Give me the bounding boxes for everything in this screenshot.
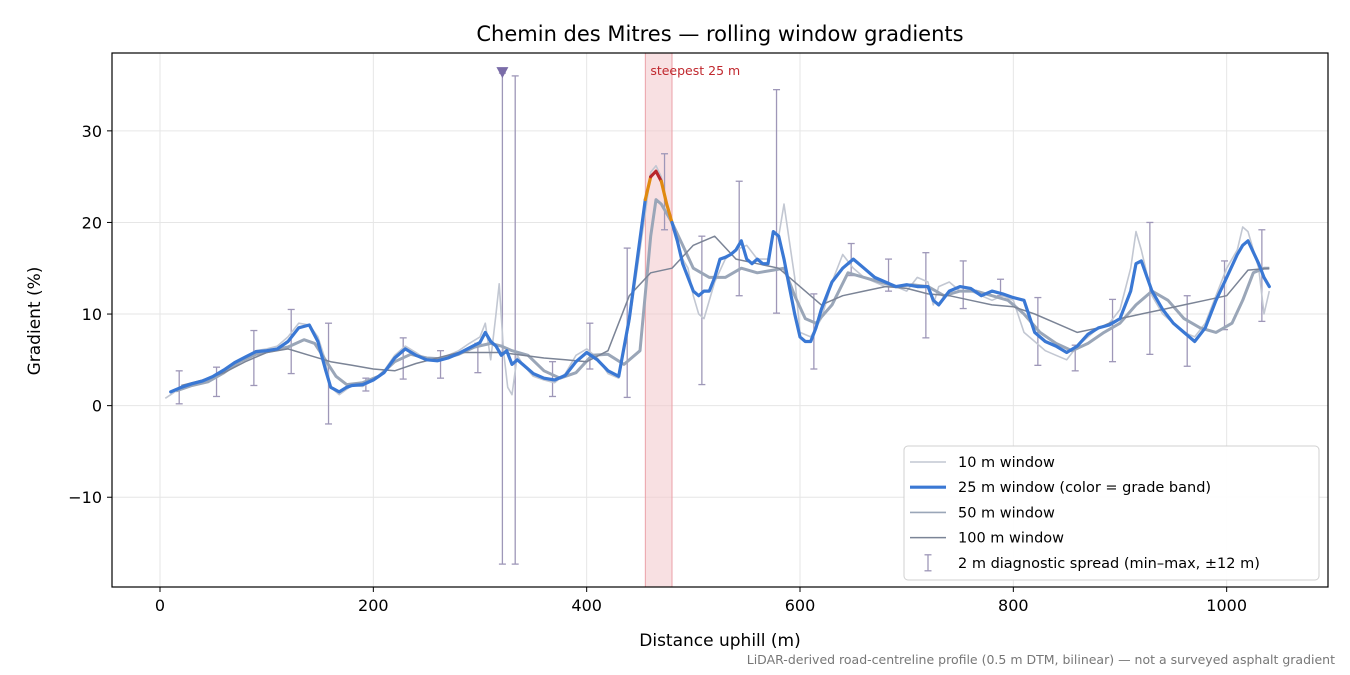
legend-label: 25 m window (color = grade band) [958, 480, 1211, 496]
y-tick-label: 20 [82, 213, 102, 232]
series-line-100m [181, 235, 1270, 387]
x-tick-label: 1000 [1206, 596, 1247, 615]
x-axis-title: Distance uphill (m) [639, 631, 800, 651]
x-tick-label: 600 [785, 596, 816, 615]
y-tick-label: 30 [82, 122, 102, 141]
x-tick-label: 0 [155, 596, 165, 615]
x-tick-label: 400 [571, 596, 602, 615]
series-line-25m-segment [659, 179, 674, 225]
y-tick-label: 0 [92, 397, 102, 416]
series-lines [164, 164, 1271, 399]
series-line-10m [164, 164, 1271, 399]
series-line-25m-segment [643, 175, 653, 202]
x-tick-label: 200 [358, 596, 389, 615]
peak-marker-icon [496, 67, 509, 79]
y-tick-label: −10 [68, 488, 102, 507]
y-axis-title: Gradient (%) [25, 267, 45, 376]
series-line-25m-segment [670, 220, 1271, 355]
legend-label: 10 m window [958, 455, 1055, 471]
chart-title: Chemin des Mitres — rolling window gradi… [476, 22, 963, 46]
series-line-50m [175, 198, 1270, 393]
legend-label: 50 m window [958, 505, 1055, 521]
legend-label: 100 m window [958, 531, 1064, 547]
steepest-window-band [644, 52, 673, 588]
y-tick-label: 10 [82, 305, 102, 324]
plot-frame [111, 52, 1329, 588]
x-tick-label: 800 [998, 596, 1029, 615]
legend-box [903, 445, 1320, 581]
series-line-25m-segment [649, 169, 663, 183]
series-line-25m-segment [169, 198, 647, 394]
plot-area: steepest 25 m 0 200 400 600 800 1000 −10 0 10 20 30… [68, 52, 1329, 615]
legend-label: 2 m diagnostic spread (min–max, ±12 m) [958, 556, 1260, 572]
steepest-window-label: steepest 25 m [650, 63, 740, 78]
footnote: LiDAR-derived road-centreline profile (0… [747, 652, 1335, 667]
